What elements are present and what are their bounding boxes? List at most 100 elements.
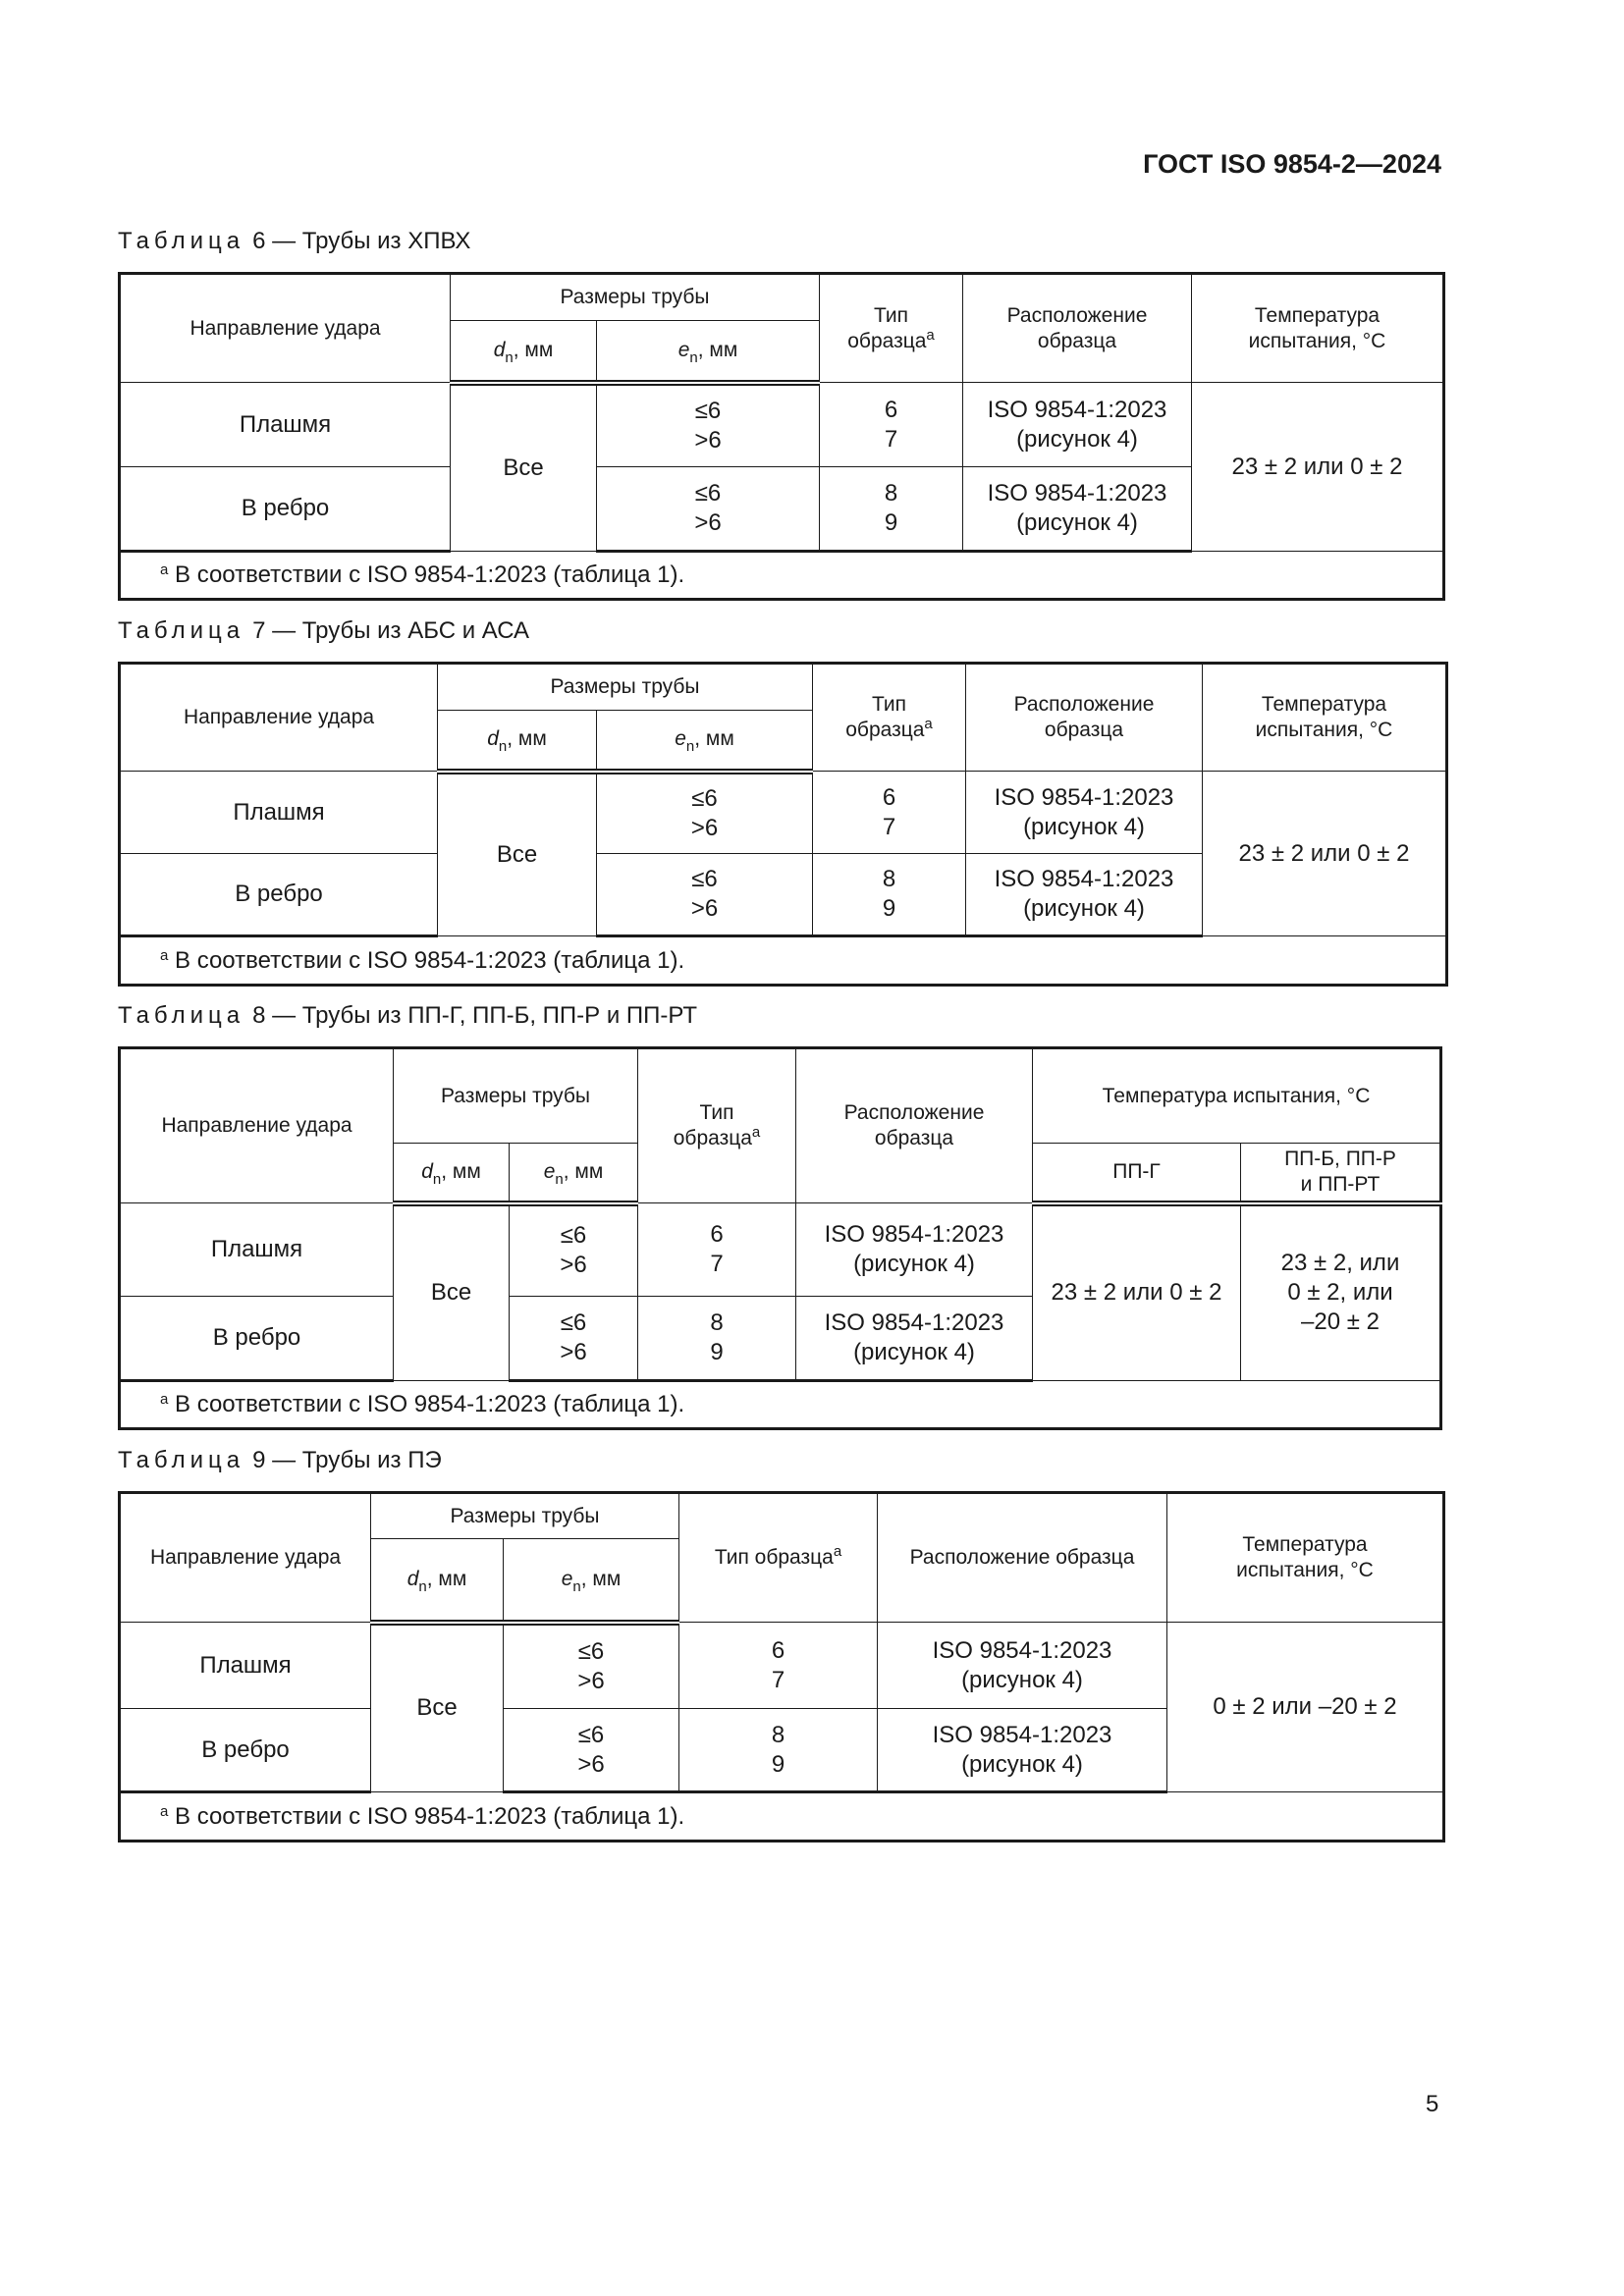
caption-label: Таблица [118,228,245,254]
cell-en: ≤6 >6 [503,1708,679,1793]
dn-symbol: d [493,338,506,361]
header-temp-pp-g: ПП-Г [1032,1143,1241,1206]
caption-number: 6 [252,228,266,254]
cell-type: 8 9 [819,466,963,553]
header-temp-pp-b: ПП-Б, ПП-Р и ПП-РТ [1240,1143,1441,1206]
header-location: Расположение образца [795,1047,1033,1203]
header-location: Расположение образца [962,273,1192,383]
cell-location: ISO 9854-1:2023 (рисунок 4) [965,853,1203,937]
header-type: Тип образцаa [819,273,963,383]
header-sizes: Размеры трубы [437,663,813,711]
header-temperature: Температура испытания, °C [1191,273,1444,383]
footnote-mark: a [751,1124,761,1141]
header-dn: dn, мм [393,1143,510,1206]
en-symbol: e [677,338,690,361]
caption-number: 8 [252,1002,266,1029]
dn-unit: , мм [441,1159,481,1183]
footnote-mark: a [160,1391,169,1408]
footnote-mark: a [160,561,169,578]
cell-location: ISO 9854-1:2023 (рисунок 4) [795,1202,1033,1297]
dn-unit: , мм [426,1567,467,1590]
en-unit: , мм [694,727,734,751]
page-number: 5 [1426,2091,1439,2117]
footnote-text: В соответствии с ISO 9854-1:2023 (таблиц… [175,946,685,974]
table-caption: Таблица 9 — Трубы из ПЭ [118,1447,442,1474]
header-direction: Направление удара [119,273,451,383]
en-symbol: e [561,1567,573,1590]
en-unit: , мм [697,338,738,361]
header-sizes: Размеры трубы [450,273,820,321]
cell-direction: В ребро [119,466,451,553]
caption-label: Таблица [118,1447,245,1473]
table-row: В ребро ≤6 >6 8 9 ISO 9854-1:2023 (рисунок … [119,1296,1441,1382]
table-6: Направление удара Размеры трубы Тип образц… [118,272,1445,601]
cell-en: ≤6 >6 [509,1296,638,1382]
table-row: Плашмя Все ≤6 >6 6 7 ISO 9854-1:2023 (рисуно… [119,1202,1441,1381]
header-sizes: Размеры трубы [370,1492,679,1539]
header-direction: Направление удара [119,1492,371,1623]
table-8: Направление удара Размеры трубы Тип образц… [118,1046,1442,1430]
cell-direction: Плашмя [119,771,438,854]
dn-sub: n [505,348,514,366]
header-location: Расположение образца [965,663,1203,772]
cell-type: 8 9 [637,1296,796,1382]
footnote-text: В соответствии с ISO 9854-1:2023 (таблиц… [175,1391,685,1417]
cell-dn: Все [370,1622,504,1792]
header-type-text: Тип образца [714,1546,834,1569]
cell-en: ≤6 >6 [596,771,813,854]
header-dn: dn, мм [450,320,597,386]
table-row: В ребро ≤6 >6 8 9 ISO 9854-1:2023 (рисунок … [119,853,1447,937]
en-symbol: e [543,1159,556,1183]
en-symbol: e [675,727,686,751]
dn-sub: n [418,1577,427,1595]
caption-number: 7 [252,617,266,644]
header-location: Расположение образца [877,1492,1167,1623]
header-type: Тип образцаa [678,1492,878,1623]
header-direction: Направление удара [119,663,438,772]
cell-location: ISO 9854-1:2023 (рисунок 4) [877,1622,1167,1709]
en-sub: n [685,738,695,756]
en-sub: n [555,1170,564,1188]
en-unit: , мм [580,1567,622,1590]
cell-type: 6 7 [812,771,966,854]
header-type: Тип образцаa [637,1047,796,1203]
header-en: en, мм [503,1538,679,1626]
dn-sub: n [498,738,508,756]
table-9: Направление удара Размеры трубы Тип образц… [118,1491,1445,1842]
dn-symbol: d [487,727,499,751]
cell-temperature: 23 ± 2 или 0 ± 2 [1191,382,1444,552]
table-caption: Таблица 7 — Трубы из АБС и АСА [118,617,529,645]
header-type-text: Тип образца [845,693,925,741]
cell-direction: Плашмя [119,1622,371,1709]
caption-number: 9 [252,1447,266,1473]
cell-location: ISO 9854-1:2023 (рисунок 4) [877,1708,1167,1793]
cell-temperature: 23 ± 2 или 0 ± 2 [1202,771,1447,936]
footnote-mark: a [926,326,935,344]
footnote-text: В соответствии с ISO 9854-1:2023 (таблиц… [175,1802,685,1830]
footnote-mark: a [160,1802,169,1820]
table-caption: Таблица 8 — Трубы из ПП-Г, ПП-Б, ПП-Р и П… [118,1002,697,1030]
header-en: en, мм [509,1143,638,1206]
header-temperature: Температура испытания, °C [1202,663,1447,772]
cell-temperature-2: 23 ± 2, или 0 ± 2, или –20 ± 2 [1240,1202,1441,1381]
cell-direction: Плашмя [119,382,451,467]
table-row: В ребро ≤6 >6 8 9 ISO 9854-1:2023 (рисунок … [119,466,1444,553]
table-footnote: a В соответствии с ISO 9854-1:2023 (табл… [119,1791,1444,1842]
caption-label: Таблица [118,617,245,644]
dn-unit: , мм [507,727,547,751]
header-type-text: Тип образца [847,303,927,352]
table-row: Плашмя Все ≤6 >6 6 7 ISO 9854-1:2023 (рисуно… [119,382,1444,552]
cell-type: 8 9 [678,1708,878,1793]
cell-direction: Плашмя [119,1202,394,1297]
cell-en: ≤6 >6 [509,1202,638,1297]
header-type: Тип образцаa [812,663,966,772]
table-footnote: a В соответствии с ISO 9854-1:2023 (табл… [119,551,1444,600]
caption-text: — Трубы из ХПВХ [272,228,471,254]
cell-location: ISO 9854-1:2023 (рисунок 4) [962,382,1192,467]
header-temperature: Температура испытания, °C [1032,1047,1441,1144]
caption-text: — Трубы из ПЭ [272,1447,442,1473]
cell-dn: Все [393,1202,510,1381]
header-dn: dn, мм [370,1538,504,1626]
cell-location: ISO 9854-1:2023 (рисунок 4) [795,1296,1033,1382]
header-type-text: Тип образца [673,1101,752,1149]
